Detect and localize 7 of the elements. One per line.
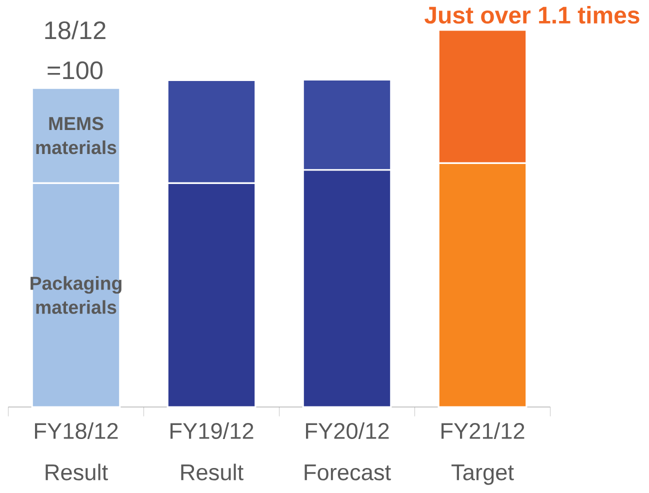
x-tick-label: FY20/12 Forecast	[304, 422, 391, 480]
x-tick-label: FY19/12 Result	[170, 422, 254, 480]
annotation: 18/12 =100	[45, 20, 106, 80]
series-label: MEMS materials	[36, 116, 116, 154]
x-tick-label: FY21/12 Target	[442, 422, 524, 485]
chart-title: Just over 1.1 times	[424, 6, 640, 24]
x-tick-label: FY18/12 Result	[35, 422, 118, 480]
